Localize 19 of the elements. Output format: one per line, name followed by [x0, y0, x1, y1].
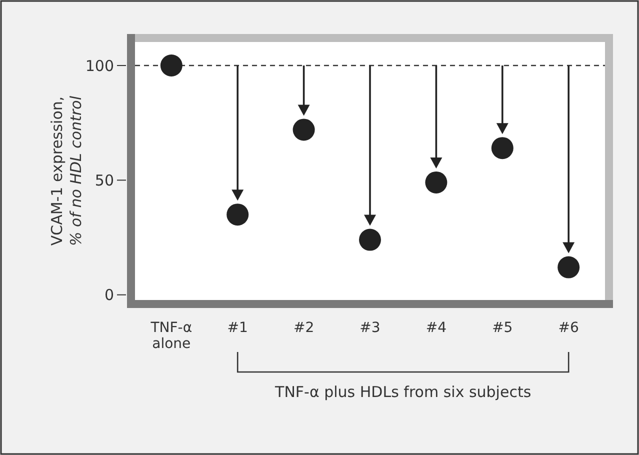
x-tick-label: #5: [492, 320, 513, 336]
x-tick-label: #1: [227, 320, 248, 336]
x-tick-label: #6: [558, 320, 579, 336]
point: [491, 137, 514, 160]
point: [359, 228, 381, 251]
point: [160, 54, 182, 77]
point: [292, 118, 315, 141]
x-tick-label: #3: [360, 320, 380, 336]
y-tick-label: 0: [104, 286, 114, 304]
point: [425, 171, 448, 194]
x-tick-label: #2: [293, 320, 314, 336]
point: [226, 204, 249, 226]
x-tick-label: #4: [426, 320, 447, 336]
text: TNF-α plus HDLs from six subjects: [274, 383, 532, 401]
y-tick-label: 100: [85, 56, 114, 75]
point: [558, 256, 580, 278]
x-tick-label: TNF-α alone: [150, 320, 192, 352]
y-tick-label: 50: [94, 171, 114, 190]
y-axis-title: VCAM-1 expression, % of no HDL control: [48, 95, 85, 246]
